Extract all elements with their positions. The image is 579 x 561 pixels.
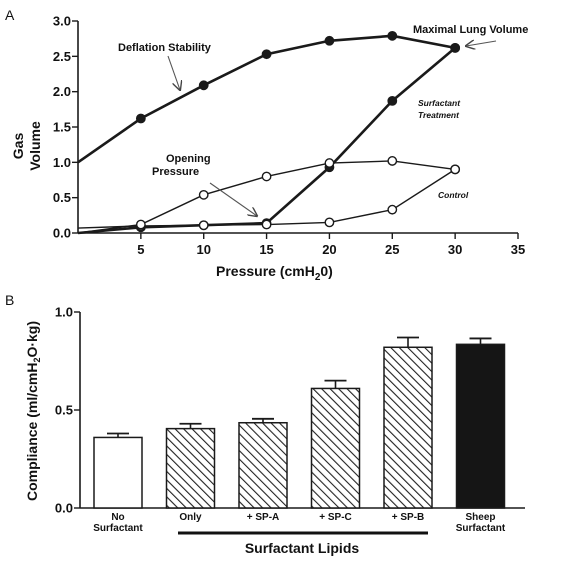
- chart-a-x-tick-label: 15: [259, 242, 273, 257]
- chart-a-xlabel-sub: 2: [315, 272, 321, 283]
- series-surfactant-point: [324, 35, 335, 46]
- chart-b-bars: [93, 336, 506, 509]
- chart-a-y-tick-label: 3.0: [53, 14, 71, 29]
- panel-b-label: B: [5, 292, 14, 308]
- series-control-point: [198, 189, 209, 200]
- pressure-volume-chart: 0.0 0.5 1.0 1.5 2.0 2.5 3.0 5 10 15 20 25 30 35 Gas V…: [10, 14, 528, 284]
- chart-a-y-tick-label: 1.0: [53, 155, 71, 170]
- arrow-deflation-stability: [167, 55, 180, 90]
- chart-a-ylabel-line1: Gas: [10, 133, 26, 160]
- chart-b-y-tick-label: 0.5: [55, 403, 73, 418]
- annotation-deflation-stability: Deflation Stability: [118, 42, 212, 54]
- chart-b-ylabel-end: O·kg): [24, 321, 40, 358]
- category-label: + SP-C: [319, 512, 352, 523]
- chart-a-xlabel-main: Pressure (cmH: [216, 263, 315, 279]
- chart-a-y-tick-label: 2.0: [53, 84, 71, 99]
- category-label: Sheep: [465, 512, 495, 523]
- bar-sp-a: [238, 421, 288, 509]
- bar-sp-b: [383, 346, 433, 509]
- bar-only: [165, 427, 216, 509]
- chart-a-ylabel-group: Gas Volume: [10, 121, 43, 171]
- series-control-point: [261, 219, 272, 230]
- chart-a-xlabel-end: 0): [320, 263, 332, 279]
- series-surfactant-point: [387, 30, 398, 41]
- chart-a-x-tick-label: 5: [137, 242, 144, 257]
- category-label: Surfactant: [93, 523, 143, 534]
- chart-a-y-tick-label: 0.5: [53, 190, 71, 205]
- series-control-point: [450, 164, 461, 175]
- series-control-point: [198, 220, 209, 231]
- series-control-point: [324, 217, 335, 228]
- category-label: + SP-B: [392, 512, 425, 523]
- chart-a-ylabel-line2: Volume: [27, 121, 43, 171]
- series-surfactant-point: [135, 113, 146, 124]
- series-control-point: [261, 171, 272, 182]
- bar-sheep-surfactant: [455, 343, 506, 509]
- category-label: Only: [179, 512, 202, 523]
- chart-a-axes: 0.0 0.5 1.0 1.5 2.0 2.5 3.0 5 10 15 20 25 30 35: [53, 14, 525, 258]
- annotation-surfactant-line2: Treatment: [418, 110, 460, 120]
- chart-a-x-tick-label: 20: [322, 242, 336, 257]
- chart-a-x-tick-label: 35: [511, 242, 525, 257]
- series-surfactant-point: [450, 42, 461, 53]
- chart-a-series: [77, 34, 456, 235]
- series-control-point: [135, 219, 146, 230]
- series-surfactant-point: [387, 95, 398, 106]
- panel-a-label: A: [5, 7, 15, 23]
- surfactant-lipids-label: Surfactant Lipids: [245, 540, 360, 556]
- series-control-point: [324, 158, 335, 168]
- series-control-point: [387, 156, 398, 166]
- chart-b-ylabel-sub: 2: [32, 358, 42, 363]
- arrow-opening-pressure: [209, 182, 257, 216]
- annotation-control: Control: [438, 190, 469, 200]
- annotation-opening-pressure-line2: Pressure: [152, 166, 199, 178]
- chart-a-x-tick-label: 25: [385, 242, 399, 257]
- chart-b-axes: 0.0 0.5 1.0: [55, 305, 525, 516]
- series-surfactant-point: [198, 80, 209, 91]
- chart-a-points: [135, 30, 461, 233]
- arrow-maximal-lung-volume: [466, 41, 497, 46]
- chart-a-y-tick-label: 0.0: [53, 226, 71, 241]
- series-control-point: [387, 204, 398, 215]
- category-label: No: [111, 512, 124, 523]
- chart-a-x-tick-label: 10: [196, 242, 210, 257]
- series-surfactant-point: [261, 49, 272, 60]
- annotation-maximal-lung-volume: Maximal Lung Volume: [413, 24, 528, 36]
- chart-b-y-tick-label: 1.0: [55, 305, 73, 320]
- chart-a-y-tick-label: 2.5: [53, 49, 71, 64]
- chart-b-y-tick-label: 0.0: [55, 501, 73, 516]
- annotation-opening-pressure-line1: Opening: [166, 153, 211, 165]
- chart-a-xlabel: Pressure (cmH20): [216, 263, 333, 283]
- chart-a-x-tick-label: 30: [448, 242, 462, 257]
- category-label: Surfactant: [456, 523, 506, 534]
- annotation-surfactant-line1: Surfactant: [418, 98, 461, 108]
- chart-a-y-tick-label: 1.5: [53, 120, 71, 135]
- chart-b-ylabel-main: Compliance (ml/cmH: [24, 363, 40, 501]
- category-label: + SP-A: [247, 512, 280, 523]
- bar-no-surfactant: [93, 436, 143, 509]
- chart-b-ylabel: Compliance (ml/cmH2O·kg): [24, 321, 42, 501]
- bar-sp-c: [310, 387, 361, 509]
